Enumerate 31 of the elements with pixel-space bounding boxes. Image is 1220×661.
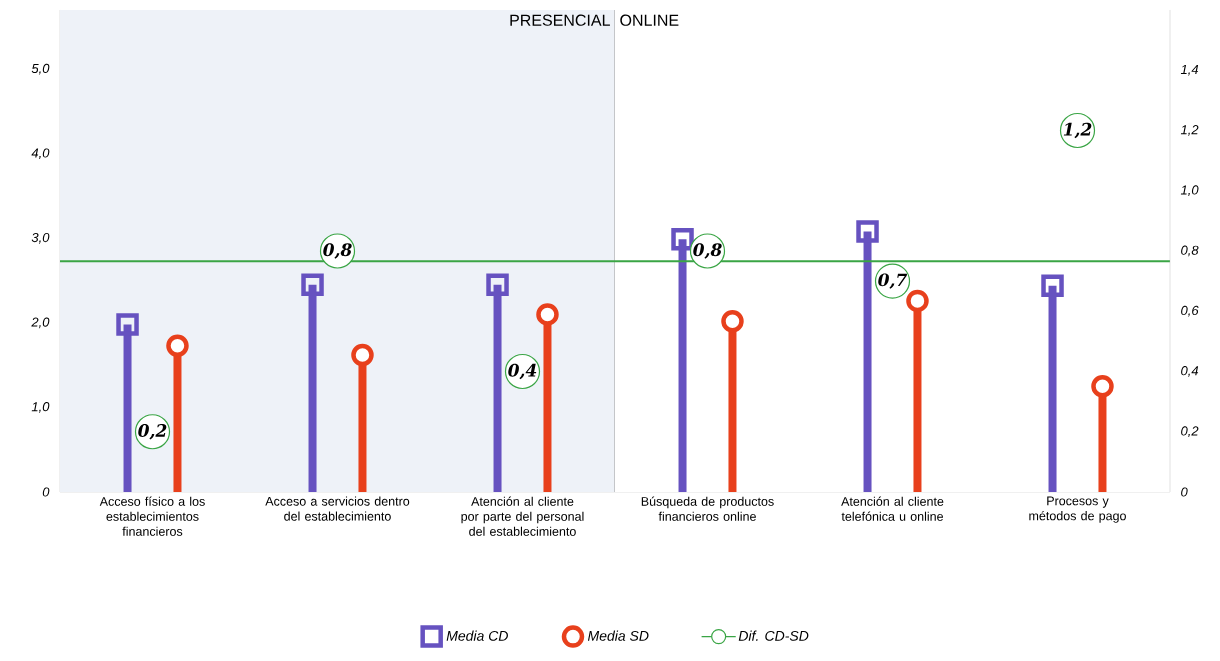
legend-label: Media SD xyxy=(587,630,649,641)
data-label: 0,2 xyxy=(138,424,167,440)
y2-tick-label: 1,4 xyxy=(1180,64,1199,76)
y2-tick-label: 0 xyxy=(1181,487,1188,497)
band-label: PRESENCIAL xyxy=(510,14,610,26)
legend-label: Media CD xyxy=(446,630,508,641)
x-tick-label: Acceso a servicios dentro del establecimiento xyxy=(265,496,410,521)
data-label: 0,8 xyxy=(323,243,352,259)
x-tick-label: Atención al cliente por parte del personal del establecimiento xyxy=(461,496,584,536)
x-tick-label: Procesos y métodos de pago xyxy=(1029,496,1126,523)
y-tick-label: 4,0 xyxy=(31,148,50,160)
legend-label: Dif. CD-SD xyxy=(738,630,809,641)
y-tick-label: 2,0 xyxy=(31,317,50,329)
band-label: ONLINE xyxy=(620,14,679,26)
data-label: 0,7 xyxy=(878,273,908,289)
data-label: 0,4 xyxy=(508,363,537,380)
y2-tick-label: 1,0 xyxy=(1180,185,1199,197)
y-tick-label: 0 xyxy=(42,487,50,497)
data-label: 0,8 xyxy=(693,243,722,259)
y2-tick-label: 0,8 xyxy=(1181,245,1199,257)
y-tick-label: 3,0 xyxy=(31,232,50,244)
x-tick-label: Búsqueda de productos financieros online xyxy=(641,496,774,521)
data-label: 1,2 xyxy=(1063,122,1092,139)
y-tick-label: 5,0 xyxy=(31,63,50,75)
y2-tick-label: 1,2 xyxy=(1180,125,1199,136)
y2-tick-label: 0,2 xyxy=(1181,426,1199,438)
x-tick-label: Acceso físico a los establecimientos financieros xyxy=(99,496,205,536)
y-tick-label: 1,0 xyxy=(31,402,50,413)
y2-tick-label: 0,4 xyxy=(1181,366,1199,377)
x-tick-label: Atención al cliente telefónica u online xyxy=(841,496,944,521)
y2-tick-label: 0,6 xyxy=(1181,305,1199,317)
